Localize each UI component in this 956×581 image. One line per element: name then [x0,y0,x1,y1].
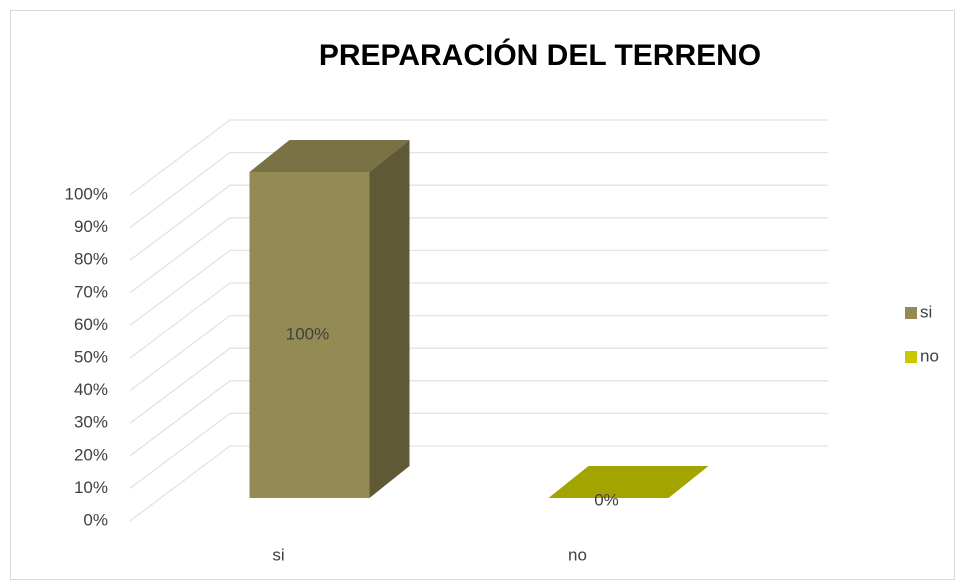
y-tick-label: 60% [74,315,108,334]
y-tick-label: 90% [74,217,108,236]
y-tick-label: 80% [74,250,108,269]
x-tick-label: si [272,545,284,564]
grid-line [129,217,828,294]
y-tick-label: 70% [74,282,108,301]
bar-top [249,140,410,172]
y-tick-label: 50% [74,347,108,366]
grid-line [129,380,828,457]
chart-border [10,10,955,580]
y-tick-label: 0% [83,510,108,529]
y-tick-label: 10% [74,478,108,497]
grid-line [129,184,828,261]
y-tick-label: 100% [65,184,108,203]
grid-line [129,412,828,489]
grid-line [129,119,828,196]
grid-line [129,151,828,229]
bar [249,172,370,498]
chart-title: PREPARACIÓN DEL TERRENO [319,38,761,72]
legend-label: si [920,302,932,321]
grid-line [129,249,828,326]
grid-line [129,282,828,359]
legend-swatch [905,307,917,319]
data-label: 100% [286,324,329,343]
bar-top [548,466,709,498]
grid-line [129,445,828,522]
x-tick-label: no [568,545,587,564]
legend-label: no [920,346,939,365]
data-label: 0% [594,490,619,509]
y-tick-label: 20% [74,445,108,464]
bar-side [369,140,410,498]
grid-line [129,314,828,392]
y-tick-label: 40% [74,380,108,399]
grid-line [129,347,828,424]
y-tick-label: 30% [74,413,108,432]
legend-swatch [905,351,917,363]
